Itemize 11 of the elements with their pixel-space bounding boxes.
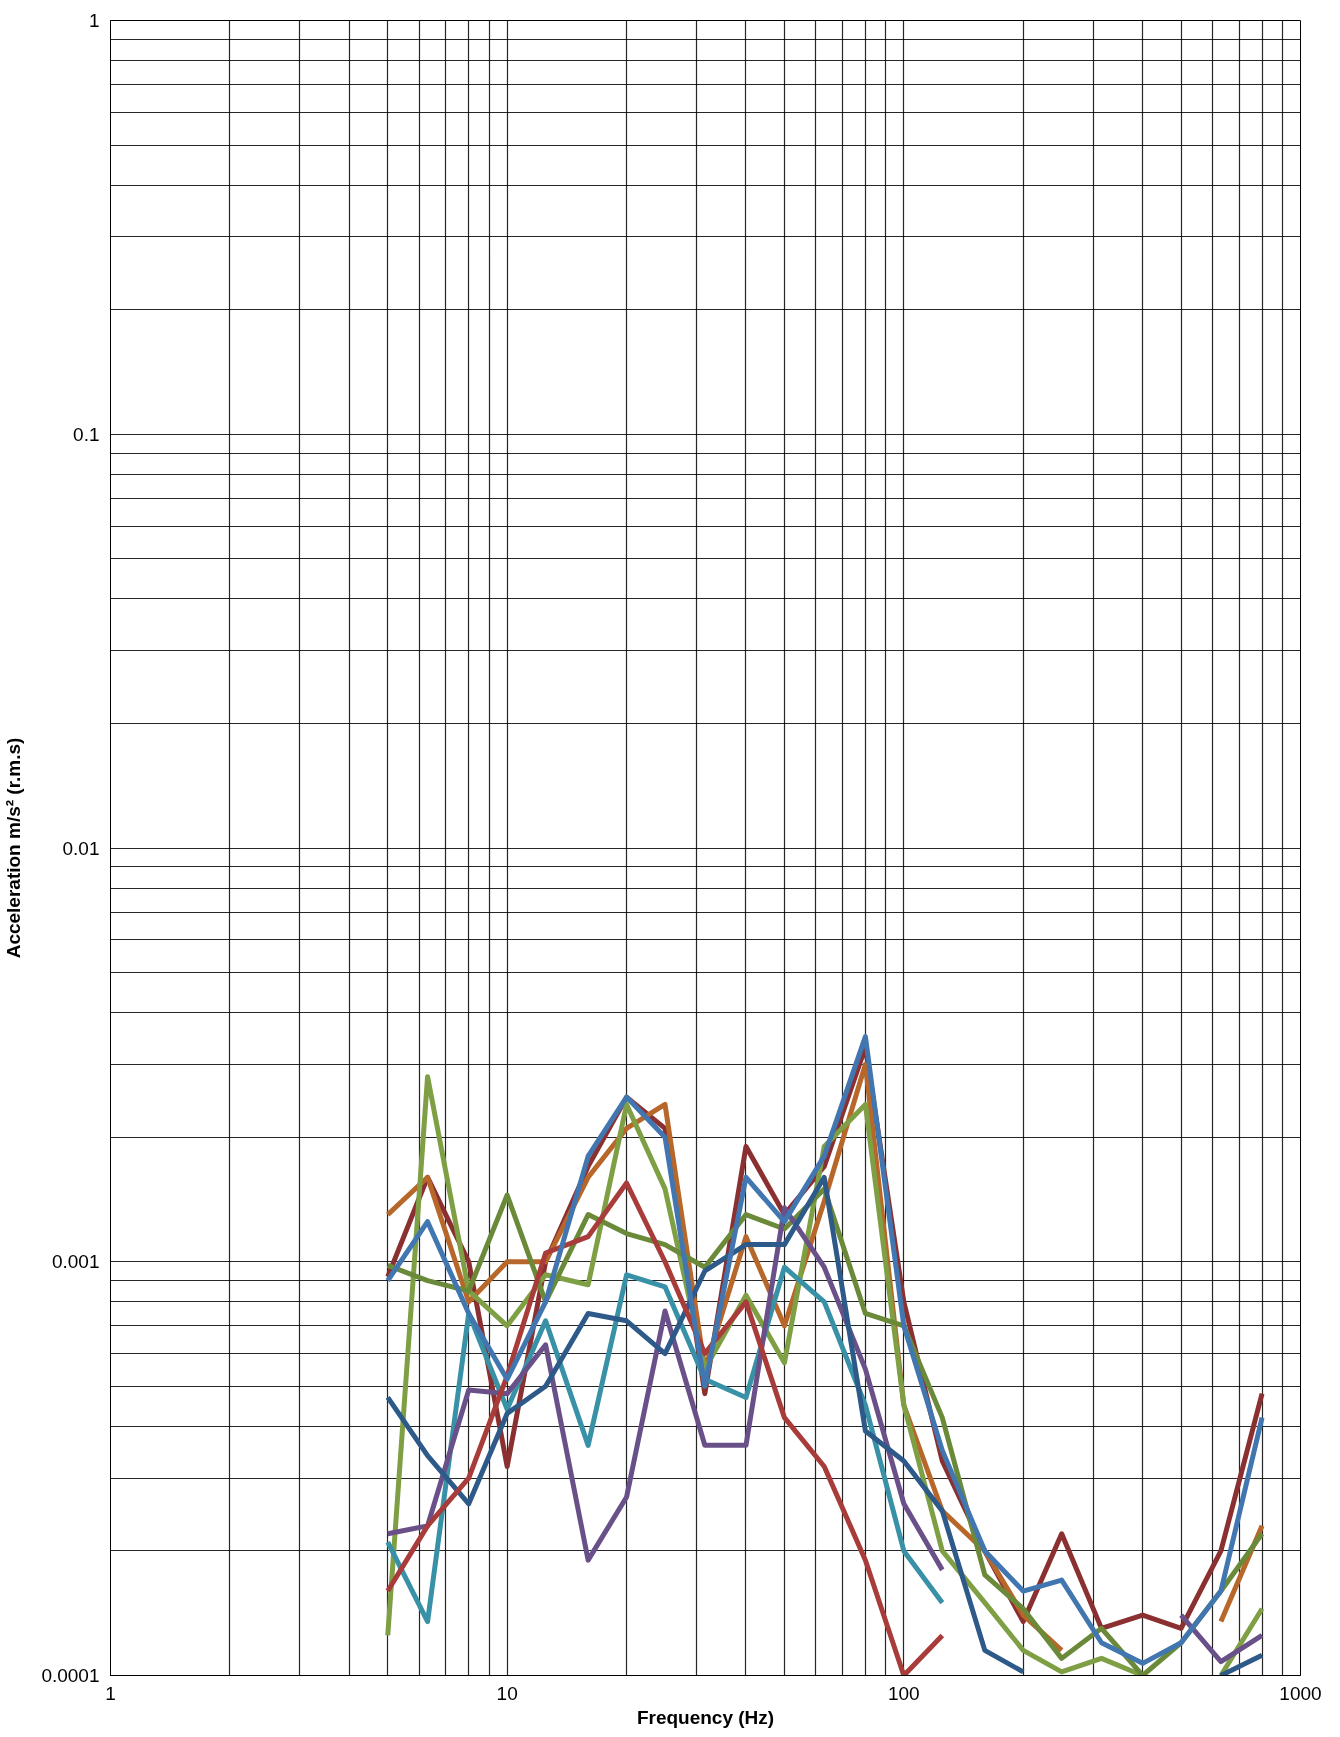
x-tick-label: 1000 <box>1279 1682 1322 1704</box>
x-axis-title: Frequency (Hz) <box>636 1706 775 1728</box>
x-tick-label: 10 <box>496 1682 518 1704</box>
x-tick-label: 1 <box>105 1682 116 1704</box>
x-tick-label: 100 <box>887 1682 920 1704</box>
y-tick-label: 1 <box>88 10 100 31</box>
y-tick-label: 0.01 <box>62 837 100 859</box>
y-axis-title: Acceleration m/s² (r.m.s) <box>3 737 25 959</box>
y-tick-label: 0.1 <box>73 423 100 445</box>
y-tick-label: 0.001 <box>51 1251 100 1273</box>
y-tick-label: 0.0001 <box>41 1665 100 1686</box>
